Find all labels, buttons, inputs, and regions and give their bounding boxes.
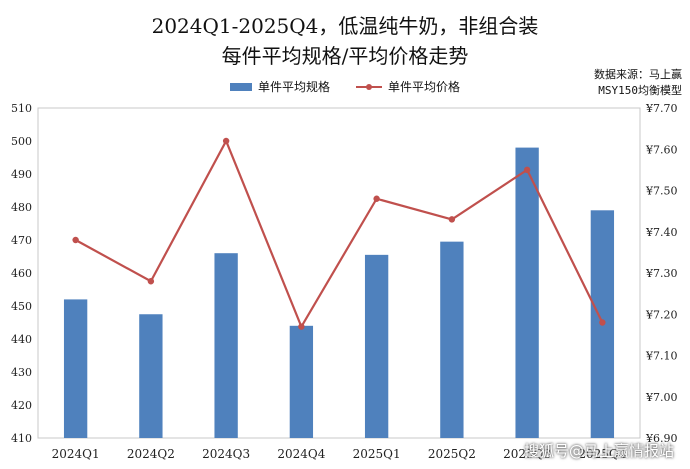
y2-tick-label: ¥7.50: [645, 185, 678, 198]
source-label: 数据来源：马上赢: [594, 68, 682, 81]
x-tick-label: 2025Q4: [578, 447, 626, 461]
x-tick-label: 2024Q4: [277, 447, 325, 461]
bar: [440, 241, 464, 438]
x-tick-label: 2025Q1: [353, 447, 401, 461]
bar: [63, 299, 88, 438]
chart-title-line1: 2024Q1-2025Q4，低温纯牛奶，非组合装: [151, 14, 539, 38]
price-point: [373, 195, 380, 202]
legend: 单件平均规格 单件平均价格: [0, 78, 690, 95]
legend-line-swatch: [356, 82, 382, 92]
price-point: [72, 236, 79, 244]
legend-item-bar: 单件平均规格: [229, 78, 330, 95]
y-tick-label: 440: [11, 333, 32, 346]
bar: [139, 314, 163, 438]
bar: [515, 147, 539, 438]
y-tick-label: 510: [11, 102, 32, 115]
y2-tick-label: ¥7.70: [645, 102, 678, 115]
y2-tick-label: ¥7.20: [645, 308, 678, 321]
legend-line-label: 单件平均价格: [388, 80, 461, 94]
y-tick-label: 470: [11, 234, 32, 247]
y-tick-label: 410: [11, 432, 32, 445]
y-tick-label: 490: [11, 168, 32, 181]
watermark: 搜狐号@马上赢情报站: [523, 442, 674, 460]
y-tick-label: 480: [11, 201, 32, 214]
price-point: [298, 323, 305, 330]
bar: [289, 325, 314, 438]
chart-title-line2: 每件平均规格/平均价格走势: [221, 44, 469, 68]
price-point: [147, 278, 155, 285]
y2-tick-label: ¥6.90: [645, 432, 678, 445]
y2-tick-label: ¥7.60: [645, 143, 678, 156]
price-point: [448, 216, 456, 223]
y-tick-label: 460: [11, 267, 32, 280]
price-point: [222, 137, 230, 145]
x-tick-label: 2025Q2: [428, 447, 476, 461]
y-tick-label: 450: [11, 300, 32, 313]
bar: [214, 253, 238, 438]
legend-bar-swatch: [229, 82, 252, 91]
y2-tick-label: ¥7.10: [645, 350, 678, 363]
x-tick-label: 2024Q1: [52, 447, 100, 461]
price-line: [75, 138, 604, 330]
y2-tick-label: ¥7.30: [645, 267, 678, 280]
legend-bar-label: 单件平均规格: [257, 80, 330, 94]
y2-tick-label: ¥7.00: [645, 391, 678, 404]
legend-item-line: 单件平均价格: [356, 78, 460, 95]
plot-area: [37, 107, 641, 439]
bar: [364, 254, 389, 438]
price-point: [599, 319, 606, 326]
y-tick-label: 420: [11, 399, 32, 412]
y-tick-label: 430: [11, 366, 32, 379]
y-tick-label: 500: [11, 135, 32, 148]
model-label: MSY150均衡模型: [598, 84, 682, 97]
x-tick-label: 2025Q3: [503, 447, 551, 461]
x-tick-label: 2024Q2: [127, 447, 175, 461]
x-tick-label: 2024Q3: [202, 447, 250, 461]
y2-tick-label: ¥7.40: [645, 226, 678, 239]
price-point: [523, 166, 531, 174]
